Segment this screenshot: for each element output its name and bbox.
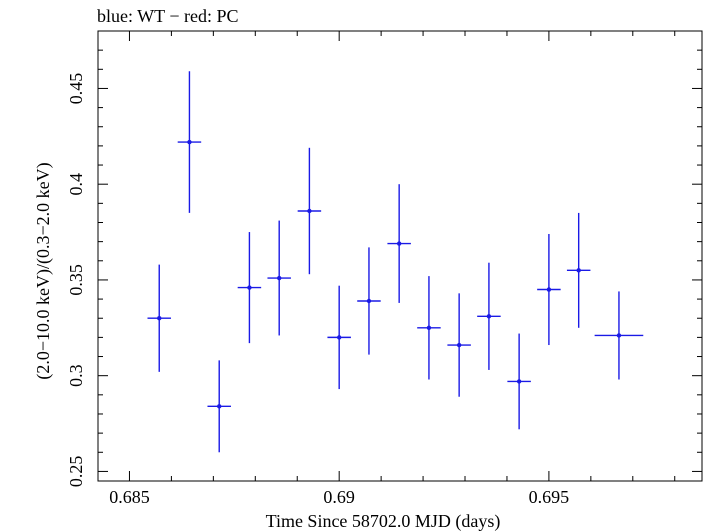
chart-title: blue: WT − red: PC: [97, 6, 238, 26]
data-point: [217, 404, 222, 409]
x-axis-ticks: 0.685 0.69 0.695: [109, 31, 676, 507]
x-tick-label: 0.695: [529, 487, 570, 507]
data-point: [247, 285, 252, 290]
y-axis-ticks: 0.25 0.3 0.35 0.4 0.45: [66, 30, 702, 488]
plot-frame: [97, 30, 703, 482]
data-point: [456, 342, 462, 348]
x-axis-label: Time Since 58702.0 MJD (days): [266, 511, 501, 532]
x-tick-label: 0.69: [323, 487, 355, 507]
data-point: [336, 335, 342, 340]
y-tick-label: 0.45: [66, 73, 86, 105]
data-point: [426, 325, 432, 331]
y-tick-label: 0.25: [66, 456, 86, 488]
y-tick-label: 0.4: [66, 173, 86, 196]
data-point: [396, 241, 402, 246]
data-point: [366, 298, 372, 304]
data-point: [616, 333, 622, 338]
y-tick-label: 0.3: [66, 364, 86, 387]
data-point: [516, 379, 522, 384]
y-tick-label: 0.35: [66, 264, 86, 296]
data-point: [277, 275, 282, 281]
data-point: [157, 316, 162, 321]
data-points: [147, 71, 644, 453]
data-point: [307, 208, 312, 214]
x-tick-label: 0.685: [109, 487, 150, 507]
data-point: [546, 287, 552, 292]
data-point: [486, 314, 492, 319]
data-point: [576, 268, 581, 273]
data-point: [187, 139, 192, 145]
y-axis-label: (2.0−10.0 keV)/(0.3−2.0 keV): [33, 162, 54, 379]
